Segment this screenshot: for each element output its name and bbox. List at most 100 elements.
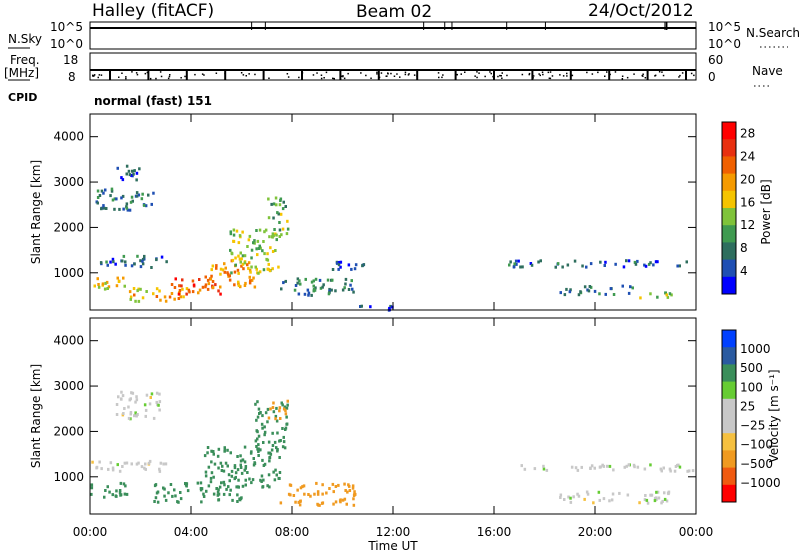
power-cell: [530, 263, 534, 267]
velocity-cell: [148, 402, 152, 406]
power-cell: [604, 292, 607, 296]
velocity-cell: [261, 458, 264, 462]
velocity-cell: [353, 490, 356, 494]
power-ytick-label: 2000: [53, 220, 84, 234]
power-cell: [577, 293, 581, 297]
power-cell: [106, 263, 109, 267]
power-cell: [141, 259, 144, 263]
power-cell: [278, 203, 282, 207]
velocity-cell: [267, 473, 271, 477]
velocity-cell: [321, 501, 325, 505]
velocity-cell: [691, 469, 695, 473]
power-cell: [337, 261, 341, 264]
power-cell: [219, 272, 222, 276]
power-cell: [335, 261, 339, 265]
velocity-cell: [147, 461, 151, 465]
power-cell: [204, 275, 207, 279]
velocity-cell: [646, 501, 650, 505]
nave-dot: [562, 75, 565, 77]
power-cell: [102, 191, 105, 195]
velocity-cell: [275, 406, 278, 410]
power-cell: [337, 267, 340, 271]
velocity-cell: [118, 489, 122, 492]
velocity-cell: [222, 480, 226, 484]
power-cell: [237, 282, 240, 286]
velocity-cell: [115, 489, 118, 493]
power-cell: [123, 284, 126, 288]
power-panel-frame: [89, 113, 697, 311]
power-cell: [331, 278, 334, 282]
power-cell: [568, 290, 572, 294]
power-cell: [339, 260, 343, 264]
power-cell: [627, 291, 631, 295]
velocity-cell: [313, 492, 316, 496]
velocity-cell: [599, 465, 602, 469]
power-cell: [296, 277, 300, 281]
power-colorbar-swatch: [722, 173, 736, 192]
nave-dot: [549, 77, 552, 80]
power-cell: [513, 262, 516, 266]
nave-dot: [184, 75, 186, 78]
power-cell: [676, 264, 679, 268]
velocity-cell: [258, 448, 261, 452]
velocity-cell: [136, 413, 139, 416]
velocity-cell: [243, 445, 247, 449]
velocity-cell: [623, 465, 626, 469]
power-cell: [147, 193, 150, 197]
power-cell: [274, 249, 277, 252]
velocity-cell: [275, 446, 278, 450]
power-cell: [206, 278, 210, 282]
velocity-cell: [121, 394, 125, 398]
velocity-cell: [152, 416, 156, 420]
velocity-cell: [125, 492, 129, 496]
power-cell: [258, 228, 262, 232]
power-cell: [589, 262, 593, 266]
power-cell: [103, 287, 107, 291]
nave-dot: [474, 75, 476, 77]
x-tick-label: 08:00: [275, 525, 310, 539]
velocity-cell: [95, 465, 99, 469]
power-cell: [96, 196, 100, 199]
velocity-cell: [206, 451, 209, 455]
velocity-cell: [278, 456, 281, 459]
power-cell: [214, 283, 217, 287]
power-cell: [334, 289, 337, 293]
power-cell: [634, 262, 638, 266]
nave-dot: [347, 72, 349, 75]
velocity-cell: [133, 414, 136, 418]
power-cell: [247, 238, 251, 242]
velocity-cell: [337, 483, 340, 487]
power-cell: [116, 166, 119, 170]
power-cell: [517, 259, 520, 263]
power-cell: [177, 292, 181, 296]
velocity-cell: [226, 448, 229, 452]
power-colorbar-frame: [721, 121, 737, 295]
power-colorbar-swatch: [722, 190, 736, 209]
velocity-cell: [210, 460, 213, 464]
power-cell: [125, 206, 129, 210]
velocity-cell: [275, 473, 278, 477]
x-tick-label: 00:00: [73, 525, 108, 539]
velocity-cell: [144, 467, 147, 471]
power-cell: [272, 202, 276, 206]
velocity-cell: [638, 501, 641, 505]
power-cell: [299, 282, 302, 286]
power-cell: [598, 292, 601, 296]
nave-dot: [365, 74, 367, 77]
velocity-cell: [610, 498, 614, 502]
power-cell: [111, 198, 115, 202]
power-cell: [631, 286, 634, 290]
power-cell: [268, 235, 271, 239]
velocity-cell: [135, 398, 139, 402]
velocity-cell: [255, 418, 258, 422]
nave-dot: [92, 74, 94, 77]
power-cell: [139, 265, 143, 269]
power-cell: [556, 262, 560, 266]
velocity-cell: [294, 500, 297, 504]
velocity-cell: [251, 478, 255, 482]
velocity-cell: [601, 463, 604, 467]
nave-dot: [551, 75, 554, 77]
velocity-cell: [649, 493, 652, 497]
velocity-colorbar-swatch: [722, 364, 736, 383]
velocity-cell: [256, 437, 259, 441]
